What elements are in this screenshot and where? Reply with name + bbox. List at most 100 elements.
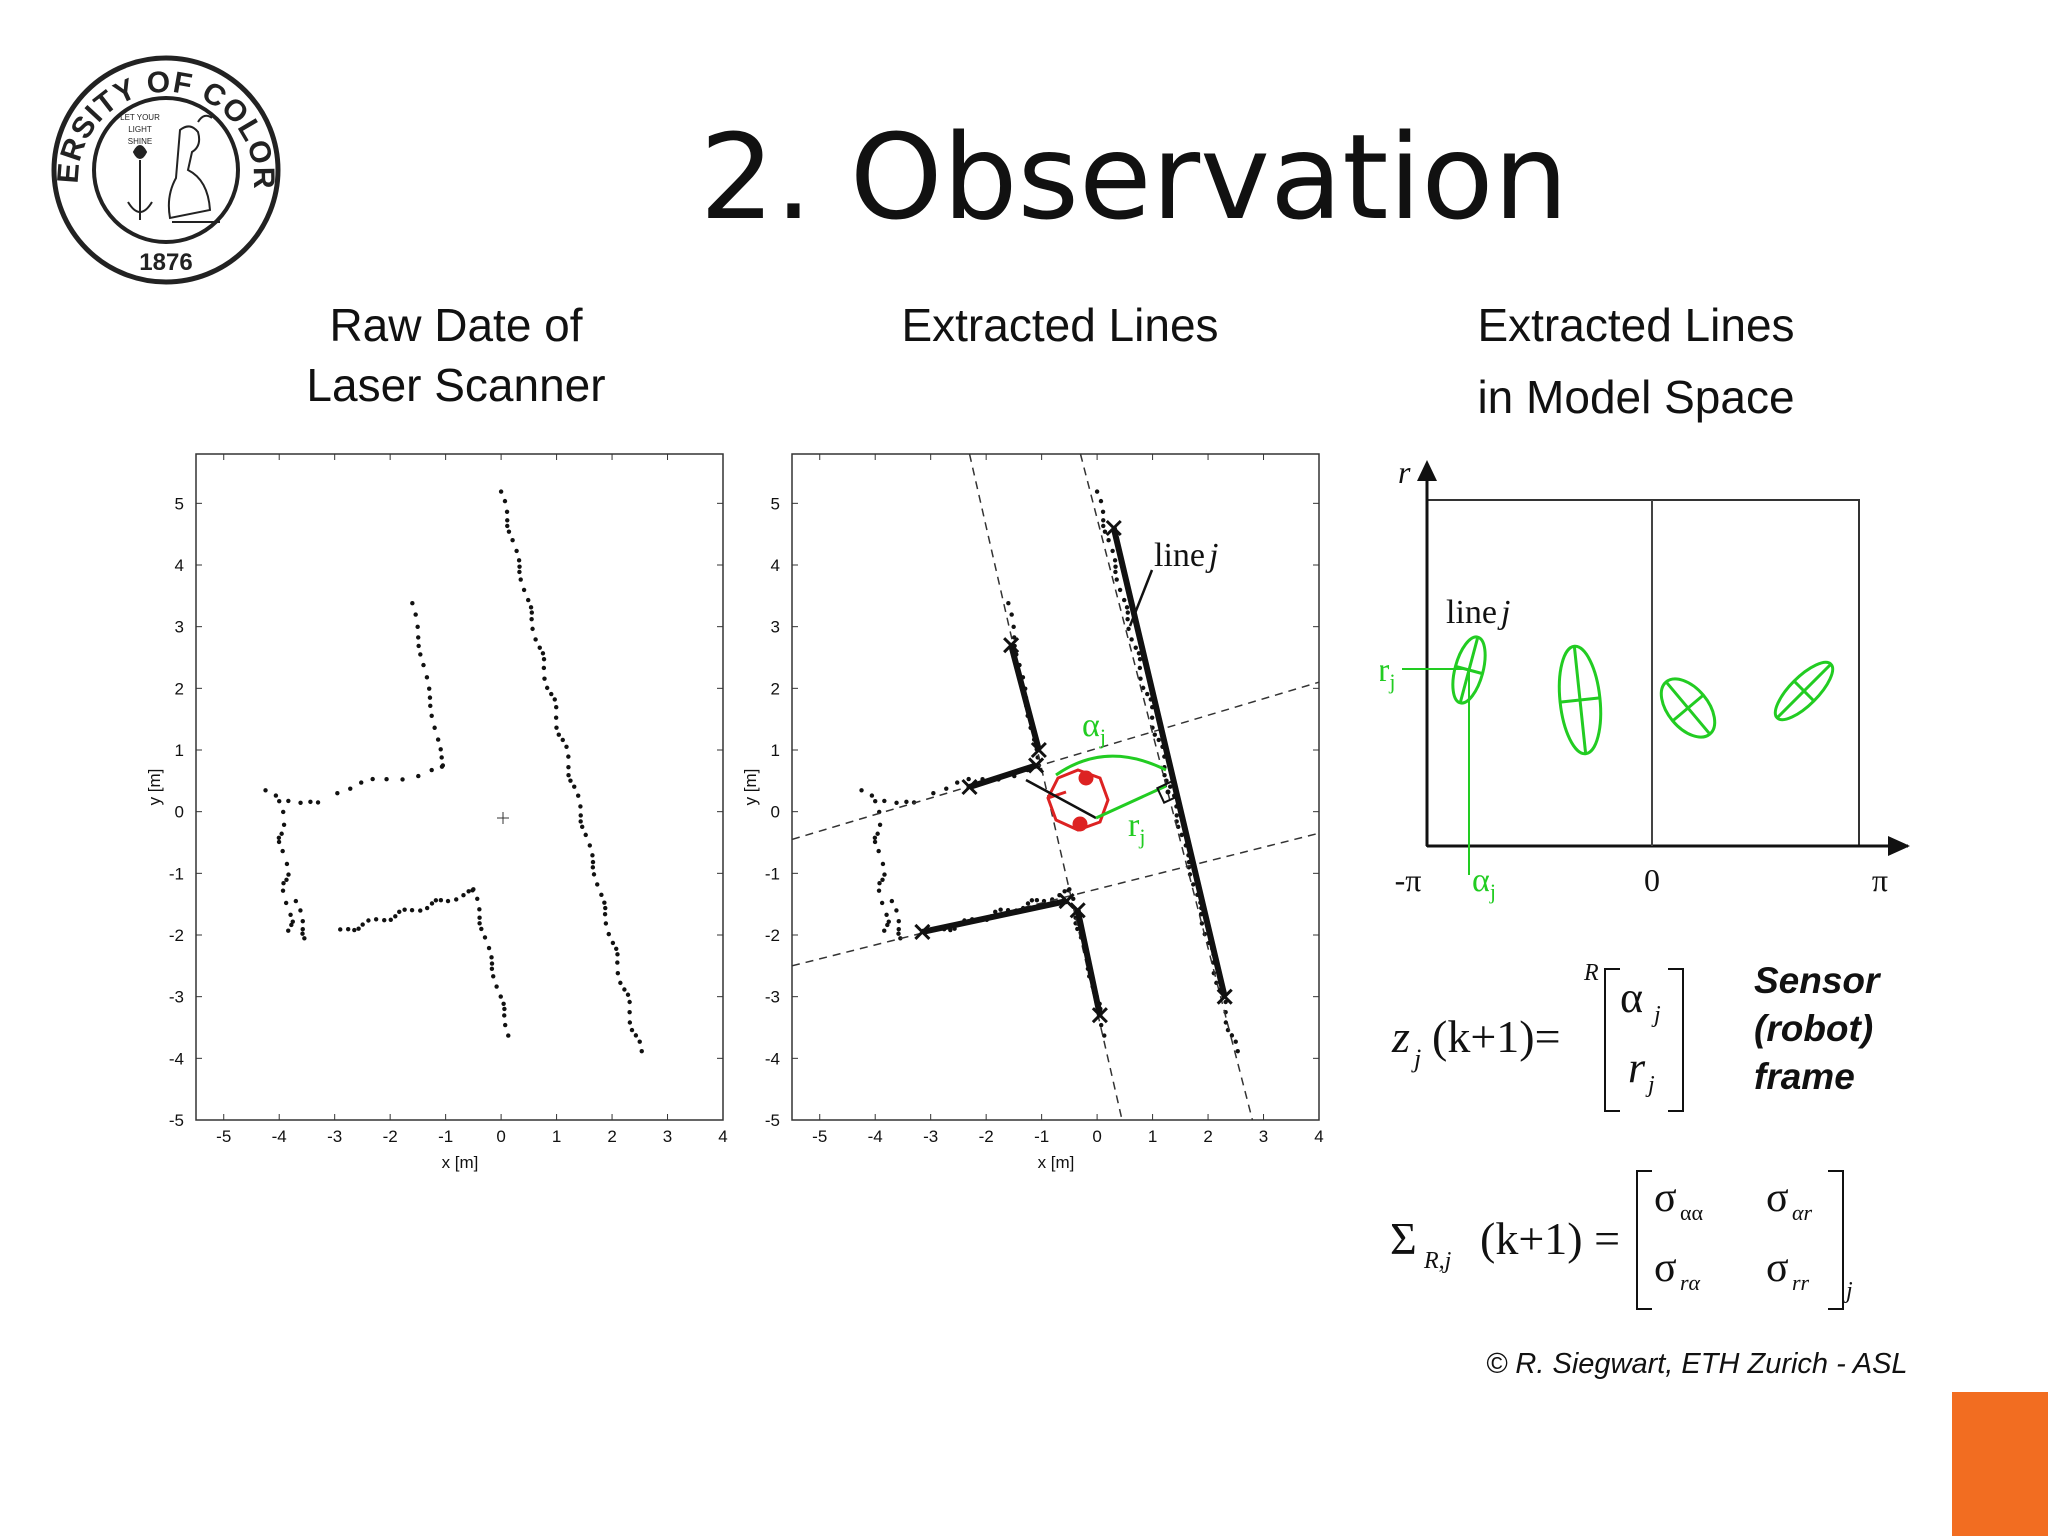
scan-point — [896, 918, 901, 924]
scan-point — [466, 889, 471, 894]
scan-point — [579, 824, 585, 830]
scan-point — [1149, 715, 1155, 720]
scan-point — [1012, 635, 1017, 640]
scan-point — [633, 1033, 639, 1038]
scan-point — [335, 790, 340, 796]
scan-point — [873, 798, 878, 804]
segment-endpoint-marker — [1069, 902, 1086, 919]
scan-point — [880, 877, 885, 883]
scan-point — [479, 926, 484, 932]
ellipse-3 — [1659, 677, 1717, 739]
scan-point — [1136, 651, 1142, 656]
x-tick-label: 4 — [1314, 1127, 1323, 1146]
scan-point — [276, 839, 282, 845]
sensor-note-1: Sensor — [1754, 960, 1880, 1001]
raw-plot-frame — [195, 453, 724, 1121]
scan-point — [280, 888, 286, 893]
scan-point — [440, 763, 446, 768]
scan-point — [590, 853, 595, 858]
sensor-note-2: (robot) — [1754, 1008, 1874, 1049]
scan-point — [1152, 732, 1157, 737]
m11-sub: αα — [1680, 1200, 1704, 1225]
scan-point — [366, 918, 371, 923]
scan-point — [541, 665, 547, 671]
x-tick-label: 3 — [1259, 1127, 1268, 1146]
line-j-label: line j — [1154, 537, 1218, 574]
scan-point — [280, 848, 285, 854]
scan-point — [1098, 498, 1104, 504]
z-args: (k+1)= — [1432, 1011, 1561, 1062]
scan-point — [416, 773, 421, 779]
scan-point — [880, 861, 886, 867]
scan-point — [421, 662, 426, 668]
scan-point — [552, 697, 557, 702]
scan-point — [622, 987, 627, 992]
scan-point — [1112, 558, 1118, 563]
scan-point — [1114, 577, 1119, 582]
scan-point — [1071, 896, 1076, 901]
segment-endpoint-marker — [1028, 757, 1045, 774]
y-tick-label: -3 — [169, 988, 184, 1007]
y-tick-label: 0 — [771, 803, 780, 822]
y-tick-label: 1 — [175, 741, 184, 760]
sigma-args: (k+1) = — [1480, 1213, 1621, 1264]
x-tick-label: 0 — [1092, 1127, 1101, 1146]
scan-point — [290, 919, 295, 924]
scan-point — [427, 695, 433, 700]
scan-point — [606, 931, 611, 937]
sigma-sub: R,j — [1424, 1248, 1452, 1274]
scan-point — [298, 800, 303, 805]
sensor-note-3: frame — [1754, 1056, 1855, 1097]
scan-point — [286, 872, 291, 877]
x-tick-label: 0 — [496, 1127, 505, 1146]
scan-point — [489, 966, 495, 971]
m22: σ — [1766, 1245, 1789, 1291]
m11: σ — [1654, 1175, 1677, 1221]
scan-point — [286, 798, 291, 804]
scan-point — [413, 612, 418, 617]
line-extension-dashed — [791, 681, 1320, 841]
x-tick-label: -1 — [438, 1127, 453, 1146]
fitted-line-segment — [1074, 909, 1103, 1016]
robot-pose-shape — [1046, 768, 1110, 832]
scan-point — [595, 882, 600, 887]
scan-point — [876, 848, 881, 854]
mat-right-bracket — [1828, 1170, 1844, 1310]
scan-point — [1145, 691, 1150, 697]
scan-point — [445, 898, 451, 904]
fitted-line-segment — [921, 898, 1068, 935]
scan-point — [615, 960, 620, 965]
scan-point — [418, 652, 423, 657]
raw-xlabel: x [m] — [442, 1153, 479, 1172]
scan-point — [884, 912, 889, 918]
scan-point — [1117, 587, 1123, 593]
scan-point — [416, 635, 421, 640]
x-tick-label: -2 — [979, 1127, 994, 1146]
y-tick-label: -5 — [169, 1111, 184, 1130]
scan-point — [1125, 610, 1130, 615]
scan-point — [308, 799, 313, 805]
scan-point — [517, 569, 522, 575]
raw-scan-plot: -5 -4 -3 -2 -1 0 1 2 3 4 5 4 3 2 1 0 -1 -2 -3 -4 -5 x [m] y … — [145, 453, 728, 1172]
scan-point — [1009, 612, 1014, 617]
model-space-plot: r -π 0 π line j rj αj — [1380, 455, 1910, 904]
y-tick-label: -3 — [765, 988, 780, 1007]
ellipse-4 — [1773, 660, 1835, 722]
tick-zero: 0 — [1644, 862, 1660, 898]
z-symbol: z — [1392, 1011, 1410, 1062]
segment-endpoint-marker — [961, 778, 978, 796]
logo-motto-3: SHINE — [128, 137, 152, 146]
scan-point — [614, 946, 619, 951]
scan-point — [1100, 509, 1106, 514]
frame-sup: R — [1584, 960, 1599, 986]
ext-ylabel: y [m] — [741, 769, 760, 806]
y-tick-label: -4 — [169, 1049, 184, 1068]
sigma-symbol: Σ — [1390, 1213, 1417, 1264]
y-tick-label: -4 — [765, 1049, 780, 1068]
scan-point — [348, 786, 353, 791]
scan-point — [904, 799, 909, 805]
scan-point — [432, 725, 437, 730]
x-tick-label: 4 — [718, 1127, 727, 1146]
scan-point — [896, 926, 901, 932]
scan-point — [1179, 832, 1184, 838]
